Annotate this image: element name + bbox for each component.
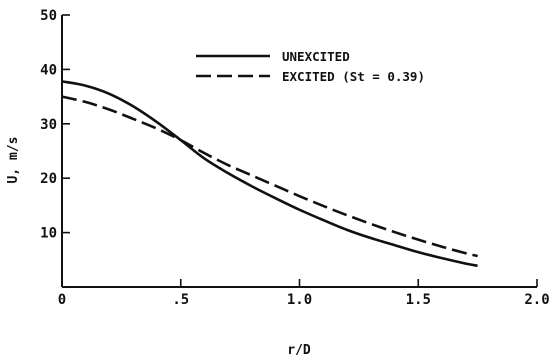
y-tick-label: 10 bbox=[40, 226, 57, 242]
y-tick-label: 40 bbox=[40, 62, 57, 78]
x-axis-label: r/D bbox=[287, 343, 311, 358]
y-axis-label: U, m/s bbox=[6, 137, 21, 184]
x-tick-label: .5 bbox=[172, 292, 189, 308]
y-tick-label: 50 bbox=[40, 8, 57, 24]
series-group bbox=[61, 80, 478, 268]
x-tick-label: 2.0 bbox=[524, 292, 549, 308]
series-line-excited bbox=[61, 95, 478, 258]
x-tick-label: 0 bbox=[58, 292, 66, 308]
ticks: 10 20 30 40 50 0 .5 1.0 1.5 2.0 bbox=[40, 8, 550, 308]
series-line-unexcited bbox=[61, 80, 478, 268]
x-tick-label: 1.0 bbox=[287, 292, 312, 308]
legend-label-excited: EXCITED (St = 0.39) bbox=[282, 69, 425, 84]
legend: UNEXCITED EXCITED (St = 0.39) bbox=[196, 49, 425, 84]
y-tick-label: 20 bbox=[40, 171, 57, 187]
y-tick-label: 30 bbox=[40, 117, 57, 133]
x-tick-label: 1.5 bbox=[406, 292, 431, 308]
legend-label-unexcited: UNEXCITED bbox=[282, 49, 350, 64]
